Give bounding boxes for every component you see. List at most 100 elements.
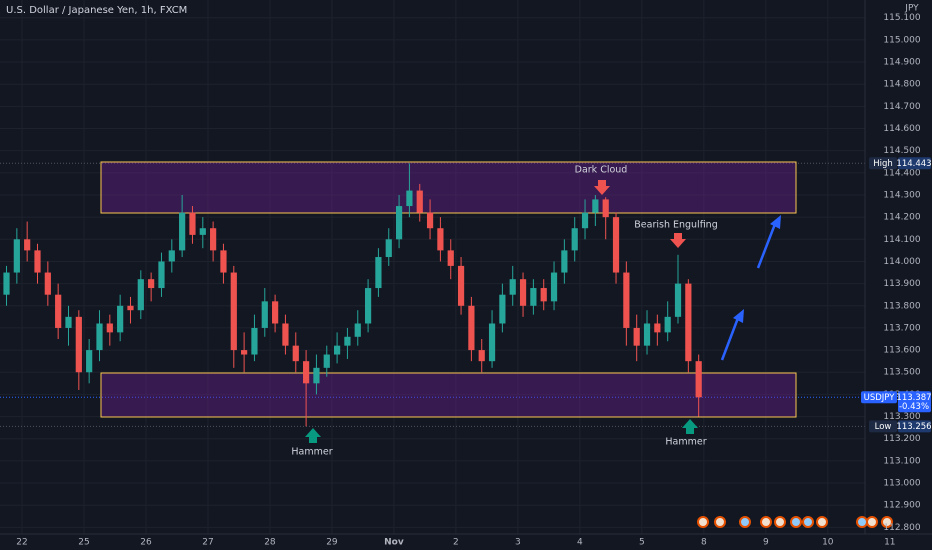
y-tick-label: 114.700 [883, 102, 920, 112]
candle-body [230, 272, 237, 351]
y-tick-label: 114.200 [883, 213, 920, 223]
candle-body [106, 323, 113, 333]
candle-body [530, 288, 537, 306]
price-value: 113.387 [896, 393, 931, 403]
candle-body [179, 212, 186, 251]
candle-body [158, 261, 165, 289]
y-tick-label: 114.500 [883, 146, 920, 156]
candle-body [509, 279, 516, 295]
candle-body [220, 250, 227, 273]
up-arrow [682, 419, 698, 434]
candle-body [468, 305, 475, 351]
event-icon [714, 516, 726, 528]
price-value: 114.443 [896, 159, 931, 169]
projection-arrow [756, 223, 777, 269]
event-icon [816, 516, 828, 528]
candle-body [488, 323, 496, 362]
event-icon [790, 516, 802, 528]
y-tick-label: 114.600 [883, 124, 920, 134]
candle-body [437, 228, 444, 251]
candle-body [375, 257, 382, 289]
candle-body [189, 212, 196, 235]
y-tick-label: 114.300 [883, 190, 920, 200]
x-tick-label: 4 [577, 538, 583, 548]
candle-body [561, 250, 568, 273]
candle-body [292, 345, 299, 362]
y-tick-label: 114.100 [883, 235, 920, 245]
candle-body [75, 316, 82, 373]
grid [0, 0, 865, 534]
support-zone [100, 372, 797, 418]
price-label-box [898, 420, 931, 433]
candle-body [137, 279, 144, 311]
candle-body [633, 327, 640, 346]
candle-body [602, 199, 609, 218]
event-icon [802, 516, 814, 528]
candle-body [241, 350, 248, 355]
candle-body [664, 316, 671, 333]
x-tick-label: 8 [701, 538, 707, 548]
candle-body [550, 272, 558, 302]
resistance-zone [100, 161, 797, 214]
event-icons [697, 516, 893, 528]
candle-body [612, 217, 620, 273]
price-label-box [898, 157, 931, 170]
y-tick-label: 113.100 [883, 456, 920, 466]
candle-body [313, 367, 320, 384]
y-tick-label: 114.900 [883, 58, 920, 68]
candle-body [674, 283, 682, 317]
price-label-box [869, 157, 897, 170]
price-label-name: Low [875, 422, 892, 432]
y-tick-label: 113.900 [883, 279, 920, 289]
candles [3, 163, 702, 427]
price-label-name: High [873, 159, 893, 169]
candle-body [55, 294, 62, 328]
chart-title: U.S. Dollar / Japanese Yen, 1h, FXCM [6, 5, 187, 16]
candle-body [519, 279, 527, 306]
y-tick-label: 113.600 [883, 346, 920, 356]
y-tick-label: 115.100 [883, 13, 920, 23]
event-icon [774, 516, 786, 528]
candle-body [499, 294, 506, 324]
x-tick-label: 10 [822, 538, 834, 548]
candle-body [303, 361, 310, 384]
event-icon [856, 516, 868, 528]
annotation: Hammer [665, 437, 706, 448]
candle-body [478, 350, 485, 362]
projection-arrowhead [733, 309, 744, 323]
candle-body [364, 288, 372, 324]
projection-arrow [720, 317, 740, 361]
down-arrow [594, 180, 610, 195]
x-tick-label: 2 [453, 538, 459, 548]
candle-body [592, 199, 599, 213]
candle-body [272, 301, 279, 324]
candle-body [24, 239, 31, 251]
x-tick-label: 5 [639, 538, 645, 548]
y-tick-label: 113.200 [883, 434, 920, 444]
candle-body [416, 190, 423, 213]
currency-label: JPY [904, 4, 919, 14]
annotation: Dark Cloud [575, 165, 628, 176]
candle-body [643, 323, 651, 346]
event-icon [760, 516, 772, 528]
down-arrow [670, 233, 686, 248]
price-change: -0.43% [899, 402, 929, 412]
candle-body [385, 239, 392, 258]
x-tick-label: Nov [384, 538, 404, 548]
candle-body [344, 336, 351, 346]
price-label-box [861, 391, 897, 404]
y-tick-label: 114.400 [883, 168, 920, 178]
candle-body [581, 212, 589, 229]
event-icon [866, 516, 878, 528]
y-tick-label: 113.500 [883, 368, 920, 378]
projection-arrowhead [770, 215, 781, 229]
y-tick-label: 114.000 [883, 257, 920, 267]
candle-body [354, 323, 361, 337]
candle-body [406, 190, 413, 207]
price-label-box [898, 391, 931, 413]
candle-body [199, 228, 206, 235]
price-label-name: USDJPY [864, 393, 896, 403]
candle-body [571, 228, 578, 251]
candle-body [127, 305, 134, 311]
